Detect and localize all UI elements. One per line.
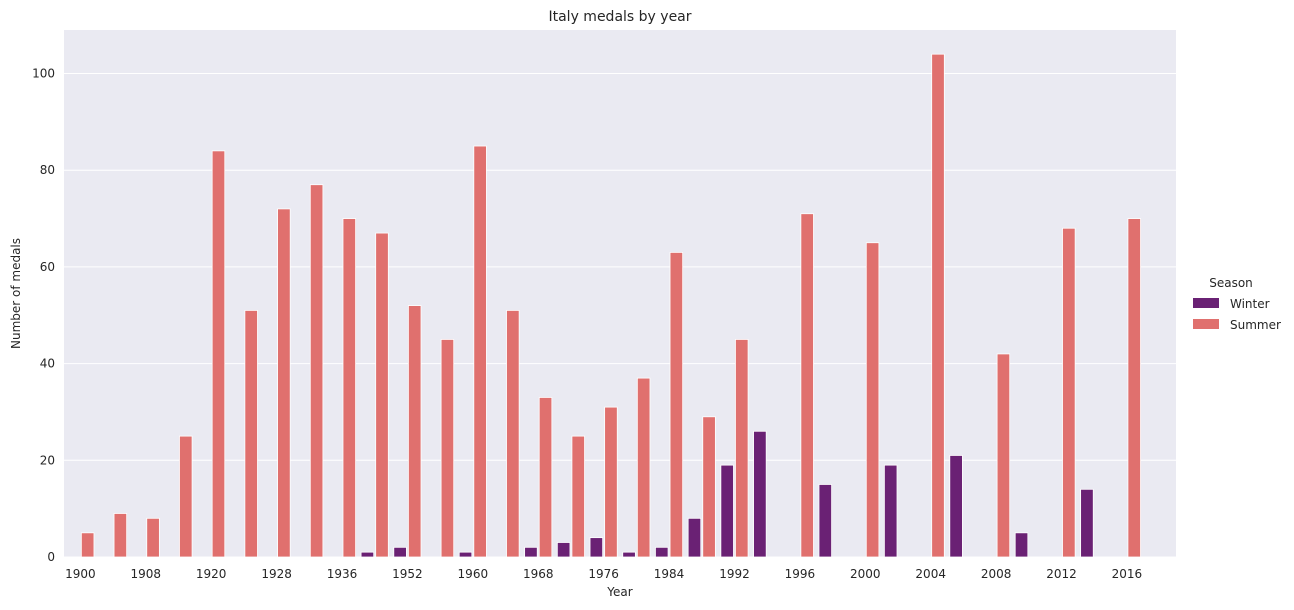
x-axis-label: Year <box>606 585 632 599</box>
bar-summer <box>179 435 193 558</box>
bar-summer <box>506 310 520 558</box>
bar-summer <box>408 305 422 558</box>
bar-winter <box>360 551 375 558</box>
bar-summer <box>636 377 651 558</box>
legend: Season Winter Summer <box>1193 276 1281 332</box>
bar-winter <box>818 484 832 558</box>
x-tick-label: 1952 <box>392 567 423 581</box>
bar-winter <box>622 551 636 558</box>
bar-summer <box>440 339 455 558</box>
legend-label-winter: Winter <box>1230 297 1270 311</box>
bar-summer <box>1127 218 1141 558</box>
y-tick-label: 60 <box>40 260 55 274</box>
bar-summer <box>538 397 553 558</box>
bar-summer <box>702 416 716 558</box>
x-tick-label: 1960 <box>458 567 489 581</box>
legend-swatch-winter <box>1193 298 1219 308</box>
y-tick-label: 100 <box>32 67 55 81</box>
bar-summer <box>1062 227 1076 558</box>
bar-summer <box>342 218 357 558</box>
bar-summer <box>309 184 324 558</box>
x-tick-label: 1968 <box>523 567 554 581</box>
legend-title: Season <box>1209 276 1253 290</box>
y-tick-label: 20 <box>40 453 55 467</box>
bar-winter <box>1014 532 1029 558</box>
bar-summer <box>669 252 684 558</box>
bar-summer <box>931 53 945 558</box>
bar-winter <box>753 430 767 558</box>
bar-winter <box>524 546 538 558</box>
bar-summer <box>604 406 618 558</box>
bar-winter <box>589 537 604 558</box>
bar-summer <box>113 513 128 558</box>
x-tick-label: 1984 <box>654 567 685 581</box>
bar-winter <box>720 464 734 558</box>
y-tick-labels: 0 20 40 60 80 100 <box>32 67 55 564</box>
bar-winter <box>949 455 963 558</box>
bars <box>80 53 1141 558</box>
legend-swatch-summer <box>1193 319 1219 329</box>
bar-summer <box>244 310 258 558</box>
bar-winter <box>1080 488 1094 558</box>
bar-winter <box>884 464 898 558</box>
bar-summer <box>735 339 749 558</box>
y-tick-label: 0 <box>47 550 55 564</box>
bar-summer <box>800 213 814 558</box>
bar-winter <box>393 546 407 558</box>
x-tick-label: 1900 <box>65 567 96 581</box>
bar-summer <box>473 145 487 558</box>
x-tick-label: 1992 <box>719 567 750 581</box>
bar-summer <box>146 517 160 558</box>
chart-title: Italy medals by year <box>548 9 691 25</box>
x-tick-label: 1920 <box>196 567 227 581</box>
bar-summer <box>277 208 291 558</box>
legend-label-summer: Summer <box>1230 318 1281 332</box>
bar-winter <box>655 546 669 558</box>
x-tick-label: 2008 <box>981 567 1012 581</box>
y-axis-label: Number of medals <box>9 238 23 349</box>
x-tick-label: 1976 <box>588 567 619 581</box>
bar-summer <box>571 435 585 558</box>
bar-summer <box>375 232 389 558</box>
bar-winter <box>556 542 571 558</box>
x-tick-label: 1936 <box>327 567 358 581</box>
x-tick-label: 1996 <box>785 567 816 581</box>
bar-winter <box>687 517 702 558</box>
x-tick-label: 2004 <box>915 567 946 581</box>
y-tick-label: 80 <box>40 163 55 177</box>
bar-winter <box>458 551 473 558</box>
y-tick-label: 40 <box>40 357 55 371</box>
bar-summer <box>80 532 95 558</box>
x-tick-label: 1908 <box>130 567 161 581</box>
x-tick-label: 2000 <box>850 567 881 581</box>
bar-summer <box>211 150 226 558</box>
bar-summer <box>996 353 1011 558</box>
x-tick-labels: 1900 1908 1920 1928 1936 1952 1960 1968 1976 1984… <box>65 567 1142 581</box>
x-tick-label: 1928 <box>261 567 292 581</box>
bar-summer <box>865 242 880 558</box>
x-tick-label: 2012 <box>1046 567 1077 581</box>
x-tick-label: 2016 <box>1112 567 1143 581</box>
